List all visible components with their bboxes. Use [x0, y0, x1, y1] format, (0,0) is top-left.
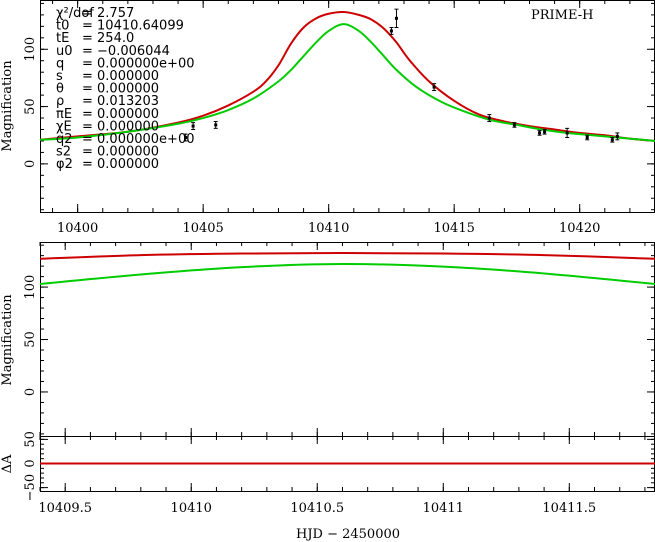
param-value: = 10410.64099 [82, 19, 184, 34]
param-value: = 0.000000 [82, 107, 159, 122]
data-point [512, 123, 516, 127]
y-tick-label: 50 [23, 98, 38, 115]
x-tick-label: 10411.5 [542, 501, 596, 516]
data-point [214, 123, 218, 127]
x-axis-title: HJD − 2450000 [296, 527, 400, 542]
param-value: = 2.757 [82, 6, 134, 21]
x-tick-label: 10420 [559, 221, 600, 236]
param-name: u0 [56, 44, 73, 59]
data-point [610, 138, 614, 142]
y-tick-label: 100 [23, 275, 38, 300]
data-point [191, 124, 195, 128]
y-axis-title: Magnification [0, 294, 15, 386]
x-tick-label: 10415 [434, 221, 475, 236]
param-value: = 254.0 [82, 31, 134, 46]
param-value: = −0.006044 [82, 44, 170, 59]
model-red-line [40, 252, 655, 260]
middle-frame [40, 242, 655, 437]
param-name: πE [56, 107, 72, 122]
param-name: ρ [56, 94, 64, 109]
x-tick-label: 10410 [171, 501, 212, 516]
data-point [543, 130, 547, 134]
param-value: = 0.000000 [82, 145, 159, 160]
bottom-panel: 10409.5 10410 10410.5 10411 10411.5 −50 0 50 ΔA H… [0, 431, 655, 542]
y-tick-label: 100 [23, 37, 38, 62]
data-point [432, 85, 436, 89]
data-point [538, 131, 542, 135]
param-value: = 0.000000e+00 [82, 132, 195, 147]
param-name: q [56, 56, 64, 71]
param-value: = 0.000000 [82, 69, 159, 84]
data-point [615, 134, 619, 138]
y-axis-title: Magnification [0, 60, 15, 152]
y-tick-label: −50 [23, 474, 38, 501]
data-point [394, 16, 398, 20]
y-tick-label: 50 [23, 431, 38, 448]
param-name: φ2 [56, 157, 73, 172]
param-value: = 0.000000 [82, 157, 159, 172]
y-axis-title: ΔA [0, 454, 15, 473]
param-name: χ²/dof [56, 6, 94, 21]
model-green-line [40, 23, 655, 142]
x-tick-label: 10409.5 [38, 501, 92, 516]
y-tick-label: 50 [23, 331, 38, 348]
model-red-line [40, 11, 655, 142]
param-name: χE [56, 119, 72, 134]
param-name: t0 [56, 19, 69, 34]
y-tick-label: 0 [23, 459, 38, 467]
data-point [565, 131, 569, 135]
param-name: s2 [56, 145, 71, 160]
data-point [487, 116, 491, 120]
x-tick-label: 10410.5 [290, 501, 344, 516]
x-tick-label: 10410 [308, 221, 349, 236]
x-tick-label: 10400 [57, 221, 98, 236]
x-tick-label: 10405 [182, 221, 223, 236]
param-value: = 0.000000e+00 [82, 56, 195, 71]
param-name: q2 [56, 132, 73, 147]
y-tick-label: 0 [23, 388, 38, 396]
y-tick-label: 0 [23, 160, 38, 168]
panel-title: PRIME-H [531, 8, 593, 23]
model-green-line [40, 263, 655, 285]
param-name: s [56, 69, 63, 84]
x-tick-label: 10411 [423, 501, 464, 516]
data-point [585, 136, 589, 140]
top-panel: 10400 10405 10410 10415 10420 0 50 100 Magnifica… [0, 0, 655, 236]
data-point [184, 136, 188, 140]
param-name: θ [56, 82, 64, 97]
param-value: = 0.013203 [82, 94, 159, 109]
param-value: = 0.000000 [82, 119, 159, 134]
middle-panel: 0 50 100 Magnification [0, 242, 655, 437]
param-name: tE [56, 31, 69, 46]
param-value: = 0.000000 [82, 82, 159, 97]
data-point [389, 29, 393, 33]
